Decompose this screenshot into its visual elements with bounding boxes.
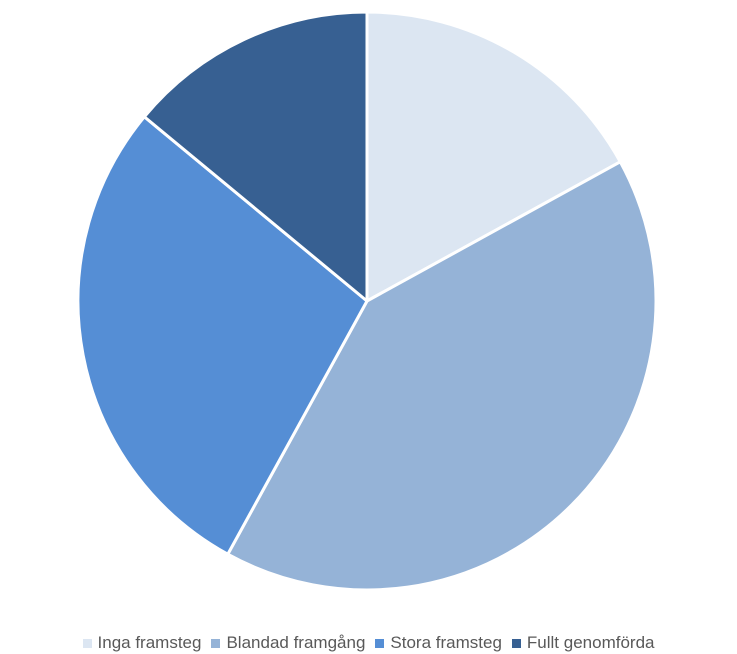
chart-legend: Inga framsteg Blandad framgång Stora fra…	[0, 632, 737, 654]
legend-item-fullt-genomforda: Fullt genomförda	[511, 633, 655, 653]
legend-item-blandad-framgang: Blandad framgång	[211, 633, 365, 653]
legend-label: Blandad framgång	[226, 633, 366, 652]
legend-item-stora-framsteg: Stora framsteg	[375, 633, 502, 653]
pie-slice-blandad-framgång	[226, 160, 658, 592]
legend-swatch	[211, 638, 221, 648]
legend-label: Stora framsteg	[390, 633, 502, 652]
legend-swatch	[375, 638, 385, 648]
pie-slice-stora-framsteg	[76, 115, 369, 556]
legend-label: Inga framsteg	[97, 633, 202, 652]
pie-slice-inga-framsteg	[365, 10, 622, 303]
legend-item-inga-framsteg: Inga framsteg	[82, 633, 202, 653]
legend-label: Fullt genomförda	[526, 633, 655, 652]
pie-slice-fullt-genomförda	[142, 10, 369, 303]
legend-swatch	[511, 638, 521, 648]
pie-chart	[76, 10, 658, 592]
legend-swatch	[82, 638, 92, 648]
